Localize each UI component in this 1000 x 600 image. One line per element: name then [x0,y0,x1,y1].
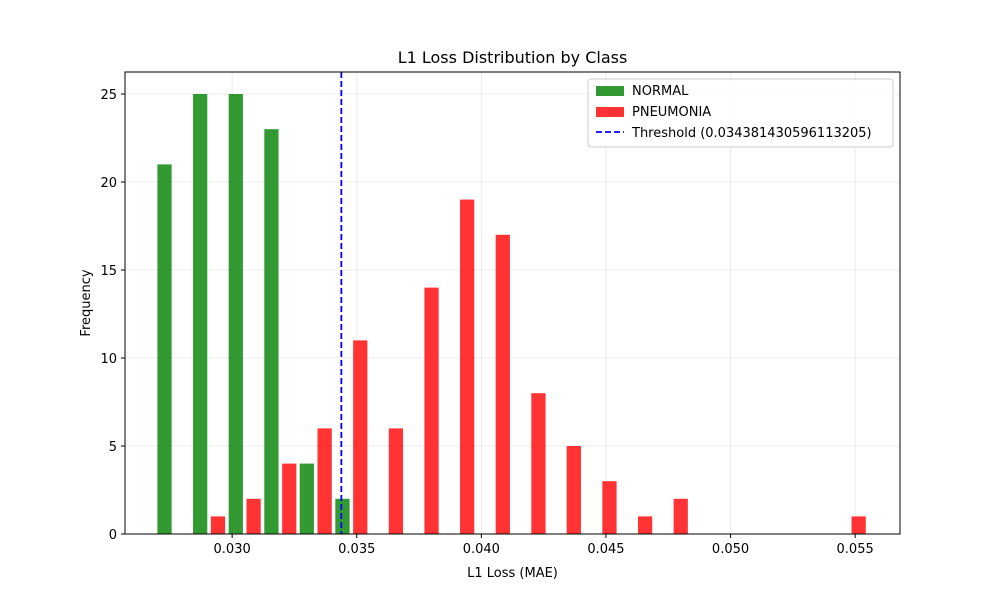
bar-pneumonia [388,428,404,534]
bar-normal [193,94,208,534]
bar-normal [157,164,172,534]
bars-layer [157,94,866,535]
y-tick-label: 10 [100,352,117,367]
y-axis-label: Frequency [79,269,94,336]
x-tick-label: 0.055 [837,542,874,557]
x-axis-label: L1 Loss (MAE) [467,566,558,581]
bar-pneumonia [531,393,546,534]
legend-swatch-pneumonia [596,107,624,117]
x-tick-label: 0.050 [712,542,749,557]
bar-pneumonia [460,199,475,534]
bar-pneumonia [673,498,688,534]
y-tick-label: 15 [100,264,117,279]
y-tick-label: 0 [109,528,117,543]
bar-pneumonia [495,234,510,535]
x-tick-label: 0.035 [338,542,375,557]
x-tick-label: 0.030 [214,542,251,557]
y-tick-label: 5 [109,440,117,455]
bar-pneumonia [566,446,581,534]
bar-normal [335,498,350,534]
y-tick-label: 25 [100,88,117,103]
legend-label-threshold: Threshold (0.034381430596113205) [631,126,872,141]
chart-title: L1 Loss Distribution by Class [398,48,628,67]
bar-pneumonia [851,516,866,534]
bar-pneumonia [246,498,261,534]
y-tick-label: 20 [100,176,117,191]
bar-pneumonia [210,516,226,534]
bar-pneumonia [637,516,653,534]
bar-normal [228,94,243,534]
plot-frame [124,71,901,535]
bar-pneumonia [602,481,617,534]
bar-pneumonia [282,463,297,534]
legend-label-pneumonia: PNEUMONIA [632,105,711,120]
bar-pneumonia [317,428,332,534]
bar-pneumonia [424,287,439,534]
legend-label-normal: NORMAL [632,84,689,99]
bar-normal [299,463,314,534]
legend-swatch-normal [596,86,624,96]
bar-normal [264,129,279,534]
bar-pneumonia [353,340,368,534]
x-tick-label: 0.045 [587,542,624,557]
x-tick-label: 0.040 [463,542,500,557]
legend-box [587,78,894,148]
legend: NORMAL PNEUMONIA Threshold (0.0343814305… [587,78,894,148]
ticks-layer: 0.030 0.035 0.040 0.045 0.050 0.055 0 5 10 15 20 25 [100,88,873,557]
